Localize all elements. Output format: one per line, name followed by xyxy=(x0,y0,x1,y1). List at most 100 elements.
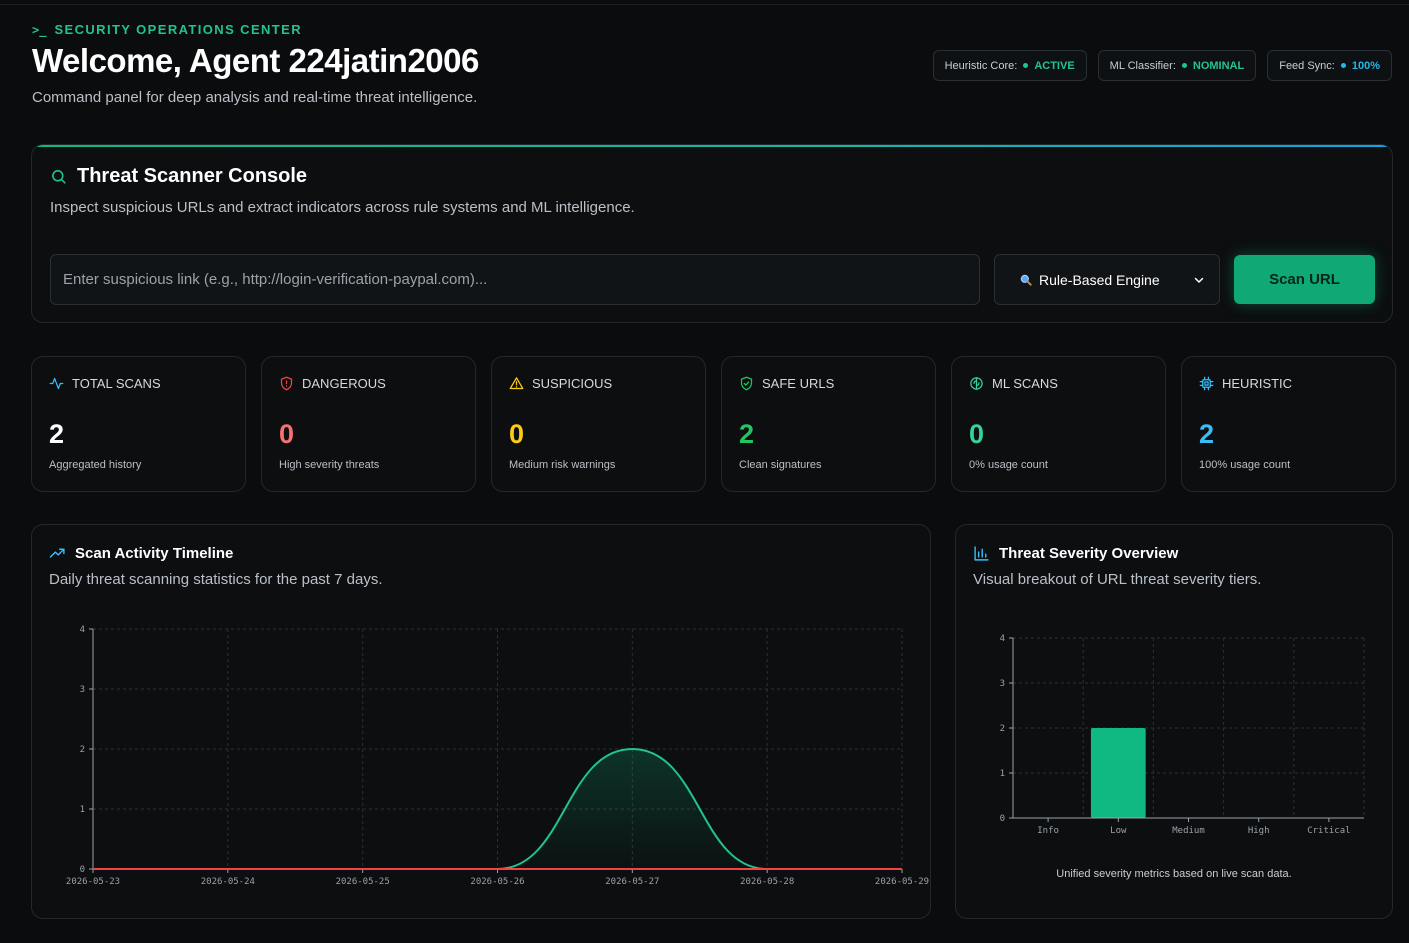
x-tick-label: Medium xyxy=(1172,826,1205,836)
page-subtitle: Command panel for deep analysis and real… xyxy=(32,89,478,106)
status-pills: Heuristic Core: ACTIVE ML Classifier: NO… xyxy=(932,50,1392,81)
stat-card-header: TOTAL SCANS xyxy=(49,376,161,391)
search-icon xyxy=(52,170,66,184)
status-pill-value: ACTIVE xyxy=(1034,59,1075,72)
stat-card-note: Clean signatures xyxy=(739,459,822,471)
x-tick-label: 2026-05-26 xyxy=(470,877,524,887)
chevron-down-icon xyxy=(1194,277,1204,283)
y-tick-label: 1 xyxy=(1000,769,1005,779)
stat-card-suspicious: SUSPICIOUS 0 Medium risk warnings xyxy=(491,356,706,492)
y-tick-label: 2 xyxy=(1000,724,1005,734)
stat-card-title: DANGEROUS xyxy=(302,376,386,391)
stat-card-value: 0 xyxy=(279,419,295,449)
page-title: Welcome, Agent 224jatin2006 xyxy=(32,42,479,79)
status-pill-ml: ML Classifier: NOMINAL xyxy=(1097,50,1257,81)
x-tick-label: High xyxy=(1248,826,1270,836)
eyebrow-label: SECURITY OPERATIONS CENTER xyxy=(54,22,303,37)
y-tick-label: 1 xyxy=(80,805,85,815)
terminal-icon: >_ xyxy=(32,22,47,37)
trending-up-icon xyxy=(49,548,65,558)
severity-chart: 0 1 2 3 4 Info Low Medium High Critical xyxy=(1000,634,1365,836)
shield-alert-icon xyxy=(280,376,293,391)
series-area xyxy=(93,749,902,869)
magnifier-icon xyxy=(1020,274,1032,286)
scan-url-button[interactable]: Scan URL xyxy=(1234,255,1375,304)
stat-card-title: SUSPICIOUS xyxy=(532,376,613,391)
bar-low xyxy=(1090,728,1146,818)
stats-row: TOTAL SCANS 2 Aggregated history DANGERO… xyxy=(31,356,1396,492)
stat-card-value: 2 xyxy=(1199,419,1215,449)
threat-severity-panel: Threat Severity Overview Visual breakout… xyxy=(955,524,1393,919)
x-tick-label: Info xyxy=(1037,826,1059,836)
stat-card-value: 0 xyxy=(969,419,985,449)
console-title: Threat Scanner Console xyxy=(50,165,307,188)
stat-card-heuristic: HEURISTIC 2 100% usage count xyxy=(1181,356,1396,492)
timeline-subtitle: Daily threat scanning statistics for the… xyxy=(49,571,383,588)
x-tick-label: 2026-05-29 xyxy=(875,877,929,887)
severity-title-text: Threat Severity Overview xyxy=(999,545,1179,562)
stat-card-header: HEURISTIC xyxy=(1199,376,1292,391)
severity-title: Threat Severity Overview xyxy=(973,545,1178,562)
shield-check-icon xyxy=(740,376,753,391)
cpu-icon xyxy=(1199,376,1214,391)
engine-select[interactable]: Rule-Based Engine xyxy=(994,254,1220,305)
eyebrow: >_ SECURITY OPERATIONS CENTER xyxy=(32,22,302,37)
stat-card-ml-scans: ML SCANS 0 0% usage count xyxy=(951,356,1166,492)
x-tick-label: 2026-05-25 xyxy=(336,877,390,887)
stat-card-note: High severity threats xyxy=(279,459,380,471)
y-tick-label: 4 xyxy=(80,625,85,635)
stat-card-safe-urls: SAFE URLS 2 Clean signatures xyxy=(721,356,936,492)
stat-card-dangerous: DANGEROUS 0 High severity threats xyxy=(261,356,476,492)
console-subtitle: Inspect suspicious URLs and extract indi… xyxy=(50,199,635,216)
stat-card-note: 100% usage count xyxy=(1199,459,1291,471)
status-dot-icon xyxy=(1023,63,1029,68)
y-tick-label: 3 xyxy=(1000,679,1005,689)
stat-card-value: 0 xyxy=(509,419,525,449)
engine-selected-value: Rule-Based Engine xyxy=(1039,271,1160,288)
y-tick-label: 0 xyxy=(1000,814,1005,824)
timeline-title: Scan Activity Timeline xyxy=(49,545,233,562)
severity-subtitle: Visual breakout of URL threat severity t… xyxy=(973,571,1262,588)
stat-card-title: HEURISTIC xyxy=(1222,376,1293,391)
status-pill-label: Heuristic Core: xyxy=(944,59,1018,72)
stat-card-title: SAFE URLS xyxy=(762,376,835,391)
x-tick-label: 2026-05-27 xyxy=(605,877,659,887)
status-pill-feed: Feed Sync: 100% xyxy=(1267,50,1392,81)
x-tick-label: Critical xyxy=(1307,826,1350,836)
stat-card-title: ML SCANS xyxy=(992,376,1058,391)
stat-card-value: 2 xyxy=(739,419,755,449)
y-tick-label: 2 xyxy=(80,745,85,755)
status-pill-value: NOMINAL xyxy=(1192,59,1245,72)
x-tick-label: Low xyxy=(1110,826,1127,836)
stat-card-note: Aggregated history xyxy=(49,459,142,471)
status-dot-icon xyxy=(1340,63,1346,68)
top-border xyxy=(0,0,1409,5)
timeline-title-text: Scan Activity Timeline xyxy=(75,545,234,562)
status-pill-heuristic: Heuristic Core: ACTIVE xyxy=(932,50,1087,81)
stat-card-header: DANGEROUS xyxy=(279,376,386,391)
bar-chart-icon xyxy=(974,546,989,561)
scan-activity-timeline-panel: Scan Activity Timeline Daily threat scan… xyxy=(31,524,931,919)
threat-scanner-console: Threat Scanner Console Inspect suspiciou… xyxy=(31,144,1393,323)
x-tick-label: 2026-05-24 xyxy=(201,877,255,887)
brain-icon xyxy=(970,377,983,390)
severity-note: Unified severity metrics based on live s… xyxy=(1056,868,1292,880)
status-dot-icon xyxy=(1181,63,1187,68)
status-pill-label: ML Classifier: xyxy=(1109,59,1176,72)
stat-card-total-scans: TOTAL SCANS 2 Aggregated history xyxy=(31,356,246,492)
url-input[interactable] xyxy=(50,254,980,305)
stat-card-header: SAFE URLS xyxy=(739,376,834,391)
x-tick-label: 2026-05-23 xyxy=(66,877,120,887)
activity-icon xyxy=(49,377,64,390)
stat-card-header: ML SCANS xyxy=(969,376,1058,391)
console-title-text: Threat Scanner Console xyxy=(77,165,308,187)
warning-icon xyxy=(509,377,524,390)
y-tick-label: 3 xyxy=(80,685,85,695)
stat-card-value: 2 xyxy=(49,419,65,449)
stat-card-header: SUSPICIOUS xyxy=(509,376,612,391)
status-pill-label: Feed Sync: xyxy=(1279,59,1335,72)
y-tick-label: 0 xyxy=(80,865,85,875)
status-pill-value: 100% xyxy=(1351,59,1380,72)
stat-card-note: Medium risk warnings xyxy=(509,459,616,471)
stat-card-title: TOTAL SCANS xyxy=(72,376,161,391)
